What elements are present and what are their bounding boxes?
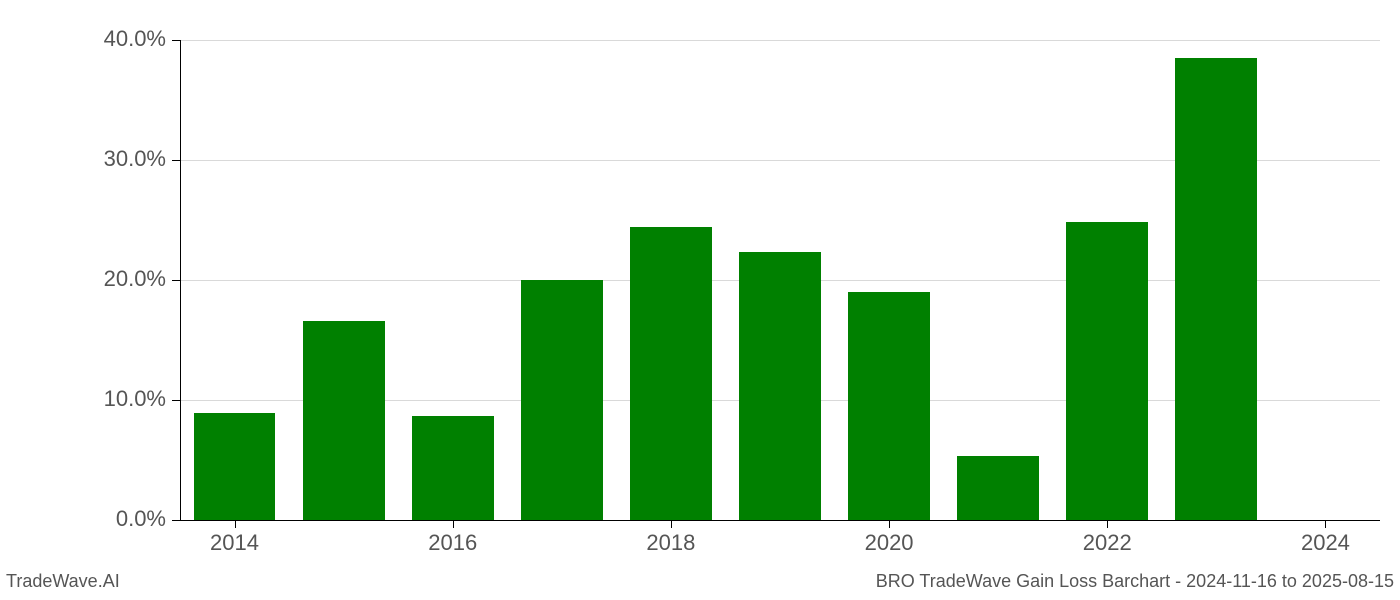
bar [194, 413, 276, 520]
x-tick-label: 2022 [1083, 530, 1132, 556]
bar [412, 416, 494, 520]
y-tick-label: 10.0% [0, 386, 166, 412]
bar [630, 227, 712, 520]
bar [1066, 222, 1148, 520]
y-gridline [180, 40, 1380, 41]
y-tick-label: 0.0% [0, 506, 166, 532]
bar [303, 321, 385, 520]
x-tick-label: 2024 [1301, 530, 1350, 556]
x-tick-mark [453, 520, 454, 528]
y-tick-mark [172, 400, 180, 401]
y-tick-mark [172, 520, 180, 521]
x-tick-mark [235, 520, 236, 528]
y-tick-label: 40.0% [0, 26, 166, 52]
x-tick-mark [671, 520, 672, 528]
bar [521, 280, 603, 520]
y-tick-mark [172, 280, 180, 281]
x-tick-mark [889, 520, 890, 528]
x-tick-label: 2020 [865, 530, 914, 556]
footer-left-text: TradeWave.AI [6, 571, 120, 592]
y-tick-mark [172, 160, 180, 161]
y-tick-label: 20.0% [0, 266, 166, 292]
x-tick-label: 2016 [428, 530, 477, 556]
x-tick-mark [1107, 520, 1108, 528]
footer-right-text: BRO TradeWave Gain Loss Barchart - 2024-… [876, 571, 1394, 592]
bar [957, 456, 1039, 520]
x-tick-label: 2018 [646, 530, 695, 556]
chart-container: TradeWave.AI BRO TradeWave Gain Loss Bar… [0, 0, 1400, 600]
bar [1175, 58, 1257, 520]
y-axis-line [180, 40, 181, 520]
y-tick-label: 30.0% [0, 146, 166, 172]
plot-area [180, 40, 1380, 520]
x-tick-mark [1325, 520, 1326, 528]
x-axis-line [180, 520, 1380, 521]
bar [848, 292, 930, 520]
y-tick-mark [172, 40, 180, 41]
bar [739, 252, 821, 520]
x-tick-label: 2014 [210, 530, 259, 556]
